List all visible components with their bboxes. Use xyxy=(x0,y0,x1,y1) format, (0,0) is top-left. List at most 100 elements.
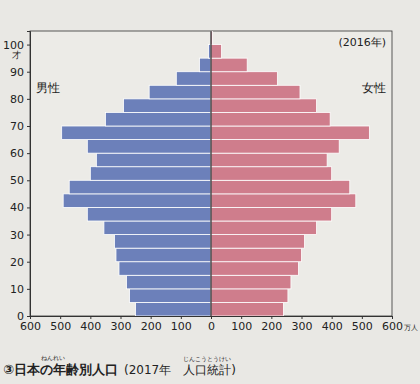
y-tick-label: 20 xyxy=(10,256,24,269)
bar xyxy=(211,45,222,59)
bar xyxy=(211,302,283,316)
bar xyxy=(96,153,211,167)
bar xyxy=(211,167,332,181)
y-unit: 才 xyxy=(12,50,21,60)
zero-line xyxy=(210,31,211,316)
y-tick: 40 xyxy=(10,201,30,214)
bar xyxy=(87,140,211,154)
x-tick: 200 xyxy=(261,316,282,333)
series-label: 男性 xyxy=(36,81,60,95)
bar xyxy=(62,126,211,140)
x-tick: 600 xyxy=(382,316,403,333)
bar xyxy=(105,112,211,126)
bars xyxy=(62,31,370,316)
x-tick-mark xyxy=(302,316,303,319)
x-tick-mark xyxy=(211,316,212,319)
x-tick-mark xyxy=(271,316,272,319)
bar xyxy=(114,235,211,249)
bar xyxy=(211,153,327,167)
bar xyxy=(149,85,211,99)
y-tick: 10 xyxy=(10,283,30,296)
bar xyxy=(211,72,277,86)
x-tick-label: 200 xyxy=(261,320,282,333)
series-0 xyxy=(62,31,211,316)
bar xyxy=(176,72,211,86)
x-tick-label: 0 xyxy=(208,320,215,333)
x-tick: 400 xyxy=(322,316,343,333)
y-tick: 80 xyxy=(10,93,30,106)
bar xyxy=(211,289,288,303)
x-tick: 300 xyxy=(111,316,132,333)
plot-frame xyxy=(30,31,392,316)
bar xyxy=(63,194,211,208)
annotation: (2016年) xyxy=(338,36,386,49)
bar xyxy=(87,207,211,221)
bar xyxy=(211,235,305,249)
y-tick-mark xyxy=(27,316,30,317)
bar xyxy=(211,99,317,113)
bar xyxy=(90,167,211,181)
bar xyxy=(124,99,211,113)
x-axis-line xyxy=(31,317,212,320)
x-tick-label: 500 xyxy=(50,320,71,333)
bar xyxy=(69,180,211,194)
x-tick-label: 100 xyxy=(171,320,192,333)
y-tick: 20 xyxy=(10,256,30,269)
bar xyxy=(211,85,300,99)
bar xyxy=(119,262,211,276)
x-tick: 400 xyxy=(80,316,101,333)
x-tick: 300 xyxy=(292,316,313,333)
bar xyxy=(127,275,211,289)
y-tick-label: 50 xyxy=(10,174,24,187)
bar xyxy=(211,262,298,276)
y-tick-label: 70 xyxy=(10,120,24,133)
x-tick: 100 xyxy=(231,316,252,333)
x-tick-mark xyxy=(181,316,182,319)
y-tick-label: 60 xyxy=(10,147,24,160)
bar xyxy=(211,180,350,194)
y-tick-label: 80 xyxy=(10,93,24,106)
bar xyxy=(211,112,330,126)
bar xyxy=(200,58,211,72)
y-tick-mark xyxy=(27,153,30,154)
bar xyxy=(211,275,291,289)
x-tick-label: 300 xyxy=(292,320,313,333)
x-tick-mark xyxy=(30,316,31,319)
x-tick: 100 xyxy=(171,316,192,333)
y-tick: 90 xyxy=(10,66,30,79)
y-tick-label: 10 xyxy=(10,283,24,296)
title: ③日本の年齢別人口 xyxy=(3,362,118,377)
y-tick-label: 40 xyxy=(10,201,24,214)
y-tick-mark xyxy=(27,99,30,100)
x-tick-label: 400 xyxy=(322,320,343,333)
x-tick-mark xyxy=(362,316,363,319)
x-tick: 500 xyxy=(50,316,71,333)
x-tick-mark xyxy=(60,316,61,319)
y-tick-mark xyxy=(27,180,30,181)
y-tick: 30 xyxy=(10,229,30,242)
x-tick: 500 xyxy=(352,316,373,333)
x-tick-label: 500 xyxy=(352,320,373,333)
series-1 xyxy=(211,31,369,316)
bar xyxy=(211,221,317,235)
x-tick-label: 600 xyxy=(20,320,41,333)
y-tick-label: 30 xyxy=(10,229,24,242)
x-axis-line xyxy=(212,317,393,320)
x-tick-mark xyxy=(392,316,393,319)
y-tick-mark xyxy=(27,126,30,127)
y-tick-label: 90 xyxy=(10,66,24,79)
bar xyxy=(211,58,247,72)
y-tick-mark xyxy=(27,235,30,236)
y-tick-mark xyxy=(27,45,30,46)
x-tick-mark xyxy=(151,316,152,319)
x-tick-mark xyxy=(332,316,333,319)
x-tick: 0 xyxy=(208,316,215,333)
y-tick: 60 xyxy=(10,147,30,160)
x-tick: 600 xyxy=(20,316,41,333)
y-tick-mark xyxy=(27,72,30,73)
bar xyxy=(130,289,211,303)
y-axis: 0102030405060708090100 xyxy=(3,32,31,324)
x-tick-label: 400 xyxy=(80,320,101,333)
x-tick: 200 xyxy=(141,316,162,333)
x-tick-label: 300 xyxy=(111,320,132,333)
